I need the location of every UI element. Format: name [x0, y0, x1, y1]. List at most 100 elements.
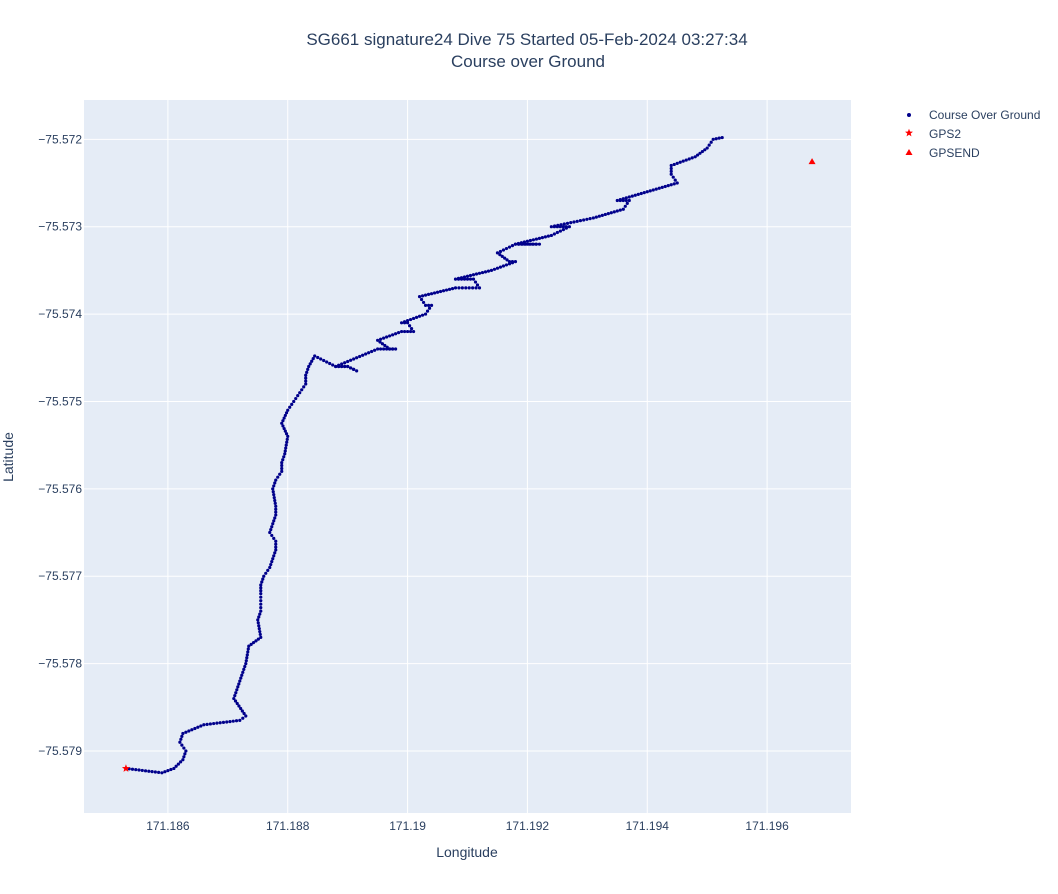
- track-point: [274, 507, 278, 511]
- track-point: [405, 329, 410, 334]
- track-point: [256, 621, 260, 625]
- track-point: [426, 303, 431, 307]
- track-point: [288, 405, 292, 409]
- track-point: [711, 137, 715, 141]
- track-point: [184, 749, 188, 753]
- track-point: [624, 198, 628, 203]
- legend: Course Over Ground GPS2 GPSEND: [905, 108, 1040, 160]
- track-point: [259, 609, 263, 613]
- track-point: [429, 303, 434, 307]
- track-point: [600, 213, 604, 217]
- track-point: [232, 696, 236, 701]
- track-point: [639, 191, 643, 196]
- track-point: [420, 294, 425, 298]
- track-point: [615, 198, 619, 203]
- track-point: [417, 295, 422, 299]
- course-over-ground-series: [124, 135, 724, 775]
- track-point: [582, 218, 586, 222]
- track-point: [373, 348, 377, 352]
- track-point: [471, 273, 476, 277]
- track-point: [642, 191, 646, 195]
- track-point: [441, 289, 446, 293]
- chart-subtitle: Course over Ground: [451, 52, 605, 71]
- track-point: [179, 737, 183, 741]
- track-point: [367, 351, 371, 355]
- track-point: [666, 184, 670, 188]
- track-point: [237, 704, 241, 708]
- track-point: [393, 347, 398, 351]
- legend-item-course-over-ground[interactable]: Course Over Ground: [907, 108, 1040, 122]
- x-tick-label: 171.192: [506, 819, 550, 833]
- track-point: [271, 487, 275, 491]
- track-point: [172, 766, 176, 771]
- track-point: [500, 254, 504, 259]
- track-point: [259, 583, 263, 587]
- track-point: [558, 229, 562, 233]
- track-point: [343, 361, 347, 365]
- track-point: [473, 280, 478, 284]
- track-point: [271, 490, 275, 494]
- track-point: [273, 481, 277, 485]
- track-point: [182, 755, 186, 759]
- x-tick-label: 171.188: [266, 819, 310, 833]
- track-point: [244, 661, 248, 666]
- track-point: [385, 335, 389, 339]
- track-point: [273, 498, 277, 503]
- track-point: [621, 207, 625, 211]
- track-point: [645, 190, 649, 194]
- track-point: [355, 356, 359, 360]
- track-point: [180, 743, 184, 747]
- track-point: [272, 519, 276, 523]
- track-point: [340, 364, 344, 369]
- track-point: [238, 679, 242, 683]
- track-point: [134, 768, 138, 772]
- track-point: [625, 201, 629, 205]
- legend-dot-icon: [907, 113, 911, 117]
- track-point: [225, 720, 229, 724]
- track-point: [235, 701, 239, 706]
- track-point: [531, 242, 536, 246]
- track-point: [388, 347, 392, 351]
- track-point: [174, 764, 178, 768]
- track-point: [328, 361, 332, 366]
- track-point: [274, 542, 278, 546]
- track-point: [316, 355, 320, 360]
- track-point: [242, 711, 246, 716]
- track-point: [504, 263, 509, 267]
- track-point: [525, 242, 530, 246]
- legend-label-gpsend: GPSEND: [929, 146, 980, 160]
- track-point: [346, 364, 350, 369]
- track-point: [163, 770, 167, 774]
- track-point: [271, 557, 275, 561]
- track-point: [280, 469, 284, 473]
- track-point: [528, 238, 533, 243]
- track-point: [241, 670, 245, 674]
- track-point: [464, 286, 468, 290]
- track-point: [663, 184, 667, 189]
- track-point: [239, 676, 243, 680]
- track-point: [552, 232, 556, 236]
- track-point: [408, 317, 413, 322]
- gpsend-triangle-marker: [808, 158, 816, 165]
- track-point: [337, 363, 341, 367]
- track-point: [534, 237, 539, 241]
- track-point: [281, 419, 285, 423]
- track-point: [241, 716, 245, 720]
- track-point: [468, 273, 473, 278]
- track-point: [358, 354, 362, 359]
- track-point: [311, 357, 315, 361]
- track-point: [238, 718, 242, 722]
- y-tick-label: −75.573: [38, 220, 82, 234]
- legend-item-gps2[interactable]: GPS2: [905, 127, 961, 141]
- legend-item-gpsend[interactable]: GPSEND: [905, 146, 981, 160]
- track-point: [153, 770, 157, 774]
- track-point: [370, 349, 374, 354]
- track-point: [137, 768, 141, 772]
- track-point: [280, 421, 284, 425]
- track-point: [703, 148, 707, 152]
- y-tick-label: −75.574: [38, 307, 82, 321]
- track-point: [475, 283, 480, 287]
- track-point: [597, 214, 601, 218]
- track-point: [513, 242, 518, 246]
- track-point: [259, 606, 263, 610]
